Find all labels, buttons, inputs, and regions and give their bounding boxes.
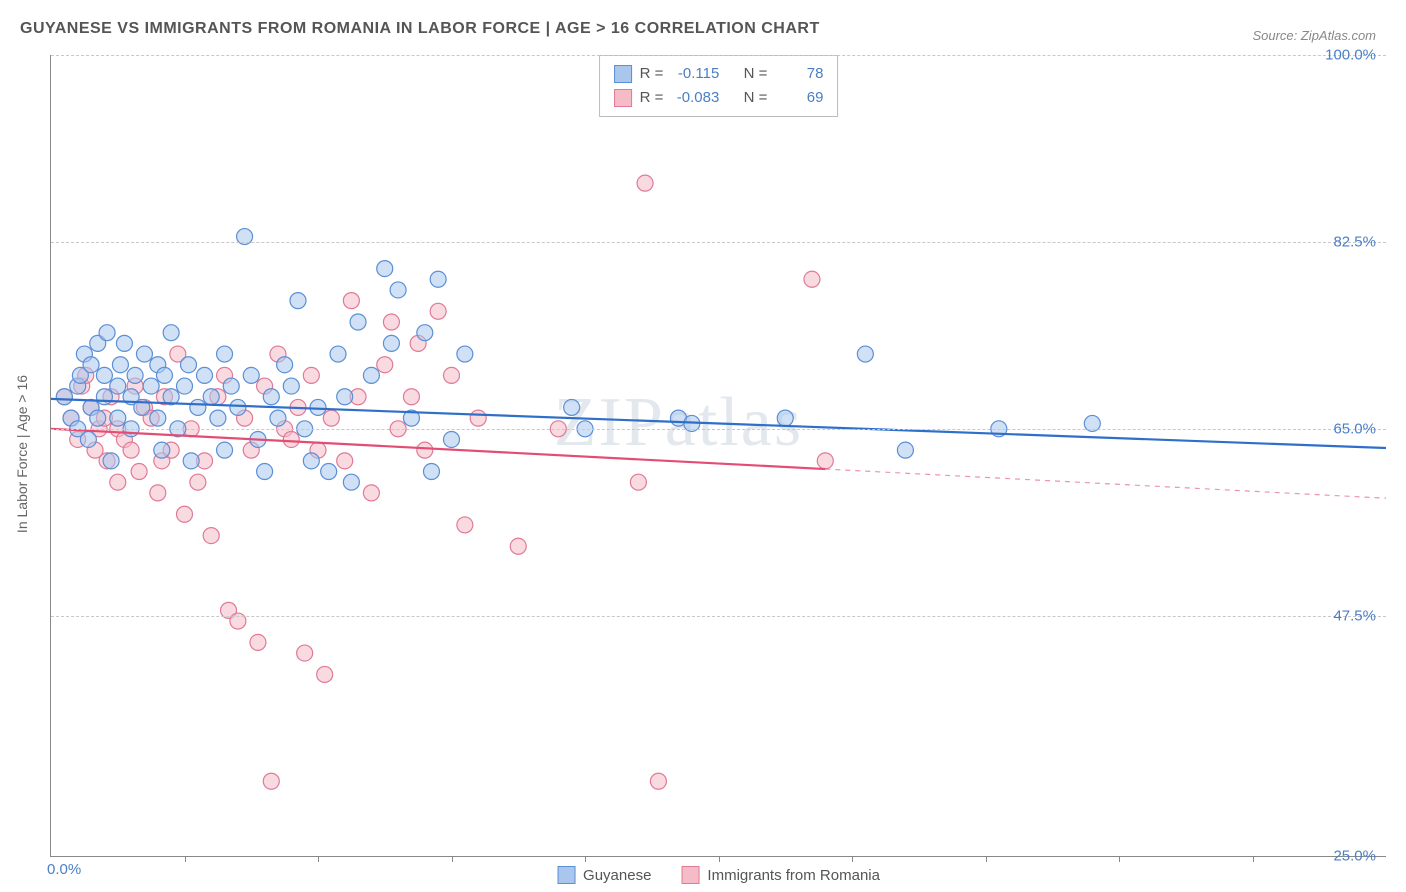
scatter-svg [51,55,1386,856]
gridline [51,242,1386,243]
y-tick-label: 25.0% [1333,848,1376,865]
y-tick-label: 65.0% [1333,420,1376,437]
legend-item-1: Guyanese [557,866,651,884]
source-attribution: Source: ZipAtlas.com [1252,28,1376,43]
gridline [51,429,1386,430]
legend-item-2: Immigrants from Romania [681,866,880,884]
swatch-bottom-2 [681,866,699,884]
x-tick [185,856,186,862]
y-tick-label: 82.5% [1333,233,1376,250]
legend-label-2: Immigrants from Romania [707,867,880,884]
x-axis-origin-label: 0.0% [47,861,81,878]
y-tick-label: 100.0% [1325,47,1376,64]
x-tick [1253,856,1254,862]
x-tick [585,856,586,862]
y-axis-label: In Labor Force | Age > 16 [14,375,30,533]
legend-label-1: Guyanese [583,867,651,884]
x-tick [318,856,319,862]
gridline [51,616,1386,617]
gridline [51,55,1386,56]
x-tick [452,856,453,862]
chart-plot-area: ZIPatlas R = -0.115 N = 78 R = -0.083 N … [50,55,1386,857]
series-legend: Guyanese Immigrants from Romania [557,866,880,884]
y-tick-label: 47.5% [1333,607,1376,624]
swatch-bottom-1 [557,866,575,884]
x-tick [986,856,987,862]
x-tick [719,856,720,862]
x-tick [852,856,853,862]
x-tick [1119,856,1120,862]
chart-title: GUYANESE VS IMMIGRANTS FROM ROMANIA IN L… [20,20,820,38]
